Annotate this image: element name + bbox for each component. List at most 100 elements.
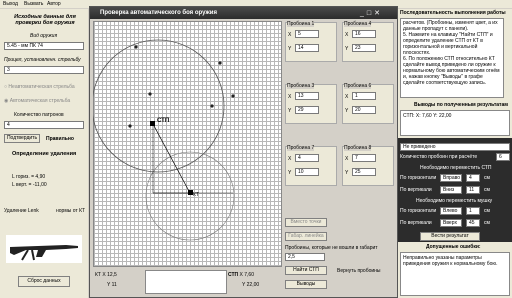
spinbox[interactable]: 14 (295, 44, 319, 52)
value: 22,00 (247, 282, 260, 288)
rifle-image (6, 235, 82, 263)
spinbox[interactable]: 4 (4, 121, 84, 129)
radio-label: Неавтоматическая стрельба (8, 84, 74, 90)
axis-label: X (288, 156, 291, 162)
input[interactable]: 6 (496, 153, 510, 161)
hole-group (342, 146, 394, 186)
radio[interactable]: ○ Неавтоматическая стрельба (4, 84, 75, 90)
radio-label: Автоматическая стрельба (10, 98, 70, 104)
group-title: Пробоина 4 (344, 21, 371, 27)
input[interactable]: 45 (466, 219, 480, 227)
axis-label: Y (345, 170, 348, 176)
unit: см (484, 175, 490, 181)
label: Y 22,00 (242, 282, 259, 288)
dropdown[interactable]: Вниз (440, 186, 462, 194)
label: Необходимо переместить мушку (416, 198, 492, 204)
button[interactable]: Выводы (285, 280, 327, 289)
button[interactable]: Подтвердить (4, 134, 40, 143)
axis-label: Y (345, 46, 348, 52)
menu-item[interactable]: Выход (3, 1, 18, 7)
group-title: Пробоина 7 (287, 145, 314, 151)
spinbox[interactable]: 5 (295, 30, 319, 38)
app: Выход Вызвать Автор Исходные данные для … (0, 0, 512, 298)
errors: Неправильно указаны параметры приведения… (400, 252, 510, 296)
radio[interactable]: ◉ Автоматическая стрельба (4, 98, 70, 104)
unit: см (484, 187, 490, 193)
input[interactable]: 4 (466, 174, 480, 182)
button[interactable]: Найти СТП (285, 266, 327, 275)
group-title: Пробоина 3 (287, 83, 314, 89)
axis-label: X (288, 94, 291, 100)
hole-group (285, 146, 337, 186)
axis-label: Y (288, 46, 291, 52)
label: По горизонтали (400, 208, 436, 214)
axis-label: X (288, 32, 291, 38)
spinbox[interactable]: 23 (352, 44, 376, 52)
button[interactable]: Вести результат (420, 232, 480, 241)
hole-group (342, 22, 394, 62)
value: L верт. = -11,00 (12, 182, 47, 188)
label: Количество пробоин при расчёте (400, 154, 477, 160)
heading: Допущенные ошибки: (426, 244, 481, 250)
label: СТП X 7,60 (228, 272, 254, 278)
button[interactable]: Сброс данных (18, 276, 70, 287)
unit: см (484, 220, 490, 226)
status: Правильно (46, 136, 74, 142)
heading: Исходные данные для проверки боя оружия (6, 14, 84, 26)
spinbox[interactable]: 4 (295, 154, 319, 162)
axis-label: Y (345, 108, 348, 114)
group-title: Пробоина 8 (344, 145, 371, 151)
label: Необходимо переместить СТП (420, 165, 492, 171)
result-box: СТП: Х: 7,60 Y: 22,00 (400, 110, 510, 136)
menu-item[interactable]: Вызвать (24, 1, 43, 7)
kt-label: КТ (193, 192, 199, 198)
spinbox[interactable]: 10 (295, 168, 319, 176)
group-title: Пробоина 6 (344, 83, 371, 89)
menu-item[interactable]: Автор (47, 1, 61, 7)
dropdown[interactable]: Вверх (440, 219, 462, 227)
dropdown[interactable]: 3 (4, 66, 84, 74)
value: L гориз. = 4,90 (12, 174, 45, 180)
label: Прицел, установленн. стрельбу (4, 57, 81, 63)
instructions: расчетов. (Пробоины, изменят цвет, а их … (400, 18, 504, 98)
spinbox[interactable]: 20 (352, 106, 376, 114)
spinbox[interactable]: 1 (352, 92, 376, 100)
dropdown[interactable]: Вправо (440, 174, 462, 182)
input[interactable]: 1 (466, 207, 480, 215)
heading: Последовательность выполнения работы (400, 10, 506, 16)
axis-label: Y (288, 170, 291, 176)
spinbox[interactable]: 13 (295, 92, 319, 100)
unit: см (484, 208, 490, 214)
hole-group (285, 84, 337, 124)
label: Количество патронов (14, 112, 64, 118)
window-title: Проверка автоматического боя оружия (100, 10, 217, 16)
value: СТП: Х: 7,60 Y: 22,00 (403, 113, 451, 119)
preview (145, 270, 227, 294)
link[interactable]: Вернуть пробоины (337, 268, 381, 274)
spinbox[interactable]: 25 (352, 168, 376, 176)
axis-label: X (345, 94, 348, 100)
window-controls[interactable]: _□✕ (360, 9, 383, 17)
label: СТП (228, 272, 238, 278)
spinbox[interactable]: 16 (352, 30, 376, 38)
stp-label: СТП (157, 118, 169, 124)
label: нормы от КТ (56, 208, 86, 214)
spinbox[interactable]: 29 (295, 106, 319, 114)
heading: Определение удаления (12, 151, 76, 157)
label: По вертикали (400, 220, 432, 226)
label: Пробоины, которые не вошли в габарит (285, 245, 378, 251)
spinbox[interactable]: 7 (352, 154, 376, 162)
target-overlay (93, 21, 282, 267)
value: 11 (112, 282, 117, 288)
dropdown[interactable]: Не приведено (400, 143, 510, 151)
dropdown[interactable]: 5.45 - мм ПК 74 (4, 42, 84, 50)
button[interactable]: Вместо точки (285, 218, 327, 227)
input[interactable]: 2,5 (285, 253, 325, 261)
label: По горизонтали (400, 175, 436, 181)
input[interactable]: 11 (466, 186, 480, 194)
button[interactable]: Габар. линейка (285, 232, 327, 241)
label: КТ X 12,5 (95, 272, 117, 278)
dropdown[interactable]: Влево (440, 207, 462, 215)
axis-label: X (345, 32, 348, 38)
label: Y 11 (107, 282, 117, 288)
